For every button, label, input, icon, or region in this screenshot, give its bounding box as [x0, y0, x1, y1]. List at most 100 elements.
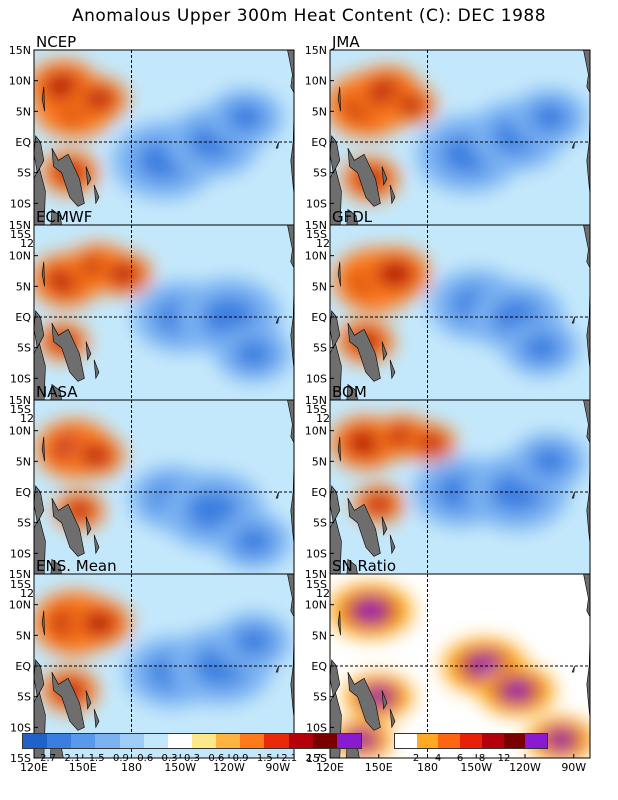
warm-anomaly-core — [79, 443, 112, 467]
x-tick-label: 150E — [69, 761, 97, 774]
landmass — [290, 635, 294, 758]
ratio-peak — [470, 657, 499, 675]
x-tick-label: 180 — [417, 761, 438, 774]
colorbar-swatch — [336, 734, 361, 748]
y-tick-label: 5S — [313, 517, 327, 530]
landmass — [41, 436, 45, 462]
y-tick-label: 15S — [306, 228, 327, 241]
landmass — [34, 515, 46, 584]
panel-title: GFDL — [332, 208, 373, 226]
y-tick-label: 15N — [9, 44, 31, 57]
landmass — [51, 671, 85, 731]
y-tick-label: 15S — [306, 578, 327, 591]
y-tick-label: 5S — [17, 691, 31, 704]
colorbar-swatch — [416, 734, 439, 748]
panel-title: ENS. Mean — [36, 557, 117, 575]
landmass — [290, 286, 294, 409]
y-tick-label: 5S — [313, 167, 327, 180]
landmass — [34, 135, 45, 174]
y-tick-label: 5N — [312, 455, 327, 468]
y-tick-label: 5S — [17, 517, 31, 530]
panel-title: NASA — [36, 383, 78, 401]
panel-title: SN Ratio — [332, 557, 397, 575]
landmass — [389, 359, 396, 380]
y-tick-label: 15S — [306, 752, 327, 765]
landmass — [275, 491, 279, 499]
cold-anomaly-core — [233, 626, 273, 657]
landmass — [34, 485, 45, 524]
colorbar-swatch — [503, 734, 526, 748]
landmass — [85, 690, 92, 710]
warm-anomaly-core — [81, 610, 117, 636]
colorbar-label: 0.6 — [208, 753, 225, 764]
ratio-peak — [356, 602, 385, 620]
colorbar-swatch — [288, 734, 313, 748]
landmass — [571, 665, 575, 673]
landmass — [287, 400, 294, 444]
y-tick-label: 10N — [305, 599, 327, 612]
colorbar-label: 4 — [434, 753, 442, 764]
x-tick-label: 120E — [20, 761, 48, 774]
y-tick-label: 5N — [16, 455, 31, 468]
landmass — [51, 147, 85, 207]
main-title: Anomalous Upper 300m Heat Content (C): D… — [71, 6, 547, 26]
y-tick-label: 5N — [312, 280, 327, 293]
landmass — [41, 261, 45, 287]
y-tick-label: 10S — [10, 547, 31, 560]
y-tick-label: 10N — [305, 75, 327, 88]
landmass — [330, 310, 341, 349]
y-tick-label: 15N — [9, 394, 31, 407]
cold-anomaly-core — [233, 339, 273, 369]
landmass — [287, 225, 294, 269]
x-tick-label: 180 — [121, 761, 142, 774]
panel-gfdl: GFDL120E150E180150W120W90W15N10N5NEQ5S10… — [305, 208, 591, 425]
y-tick-label: 10N — [9, 599, 31, 612]
cold-anomaly-core — [185, 490, 241, 531]
y-tick-label: EQ — [311, 660, 327, 673]
y-tick-label: 10S — [306, 547, 327, 560]
ratio-colorbar — [394, 733, 548, 749]
y-tick-label: 10S — [306, 372, 327, 385]
y-tick-label: 15N — [305, 394, 327, 407]
colorbar-label: -0.3 — [157, 753, 178, 764]
colorbar-swatch — [481, 734, 504, 748]
colorbar-swatch — [47, 734, 72, 748]
landmass — [381, 516, 388, 536]
x-tick-label: 150E — [365, 761, 393, 774]
landmass — [583, 574, 590, 618]
landmass — [337, 610, 341, 636]
colorbar-label: 1.5 — [256, 753, 273, 764]
colorbar-swatch — [312, 734, 337, 748]
y-tick-label: 15N — [305, 219, 327, 232]
y-tick-label: EQ — [15, 660, 31, 673]
y-tick-label: 10S — [306, 197, 327, 210]
landmass — [330, 515, 342, 584]
colorbar-label: 8 — [478, 753, 486, 764]
y-tick-label: 10S — [10, 721, 31, 734]
y-tick-label: 10N — [9, 250, 31, 263]
landmass — [337, 86, 341, 112]
landmass — [330, 340, 342, 409]
y-tick-label: 10N — [9, 75, 31, 88]
y-tick-label: EQ — [15, 136, 31, 149]
landmass — [389, 534, 396, 555]
landmass — [51, 322, 85, 382]
y-tick-label: 15N — [305, 568, 327, 581]
x-tick-label: 120W — [509, 761, 541, 774]
colorbar-swatch — [143, 734, 168, 748]
x-tick-label: 150W — [460, 761, 492, 774]
landmass — [93, 708, 100, 729]
landmass — [586, 635, 590, 758]
landmass — [93, 534, 100, 555]
panel-jma: JMA120E150E180150W120W90W15N10N5NEQ5S10S… — [305, 33, 591, 250]
landmass — [347, 322, 381, 382]
y-tick-label: 5S — [17, 342, 31, 355]
colorbar-swatch — [460, 734, 482, 748]
colorbar-swatch — [95, 734, 120, 748]
